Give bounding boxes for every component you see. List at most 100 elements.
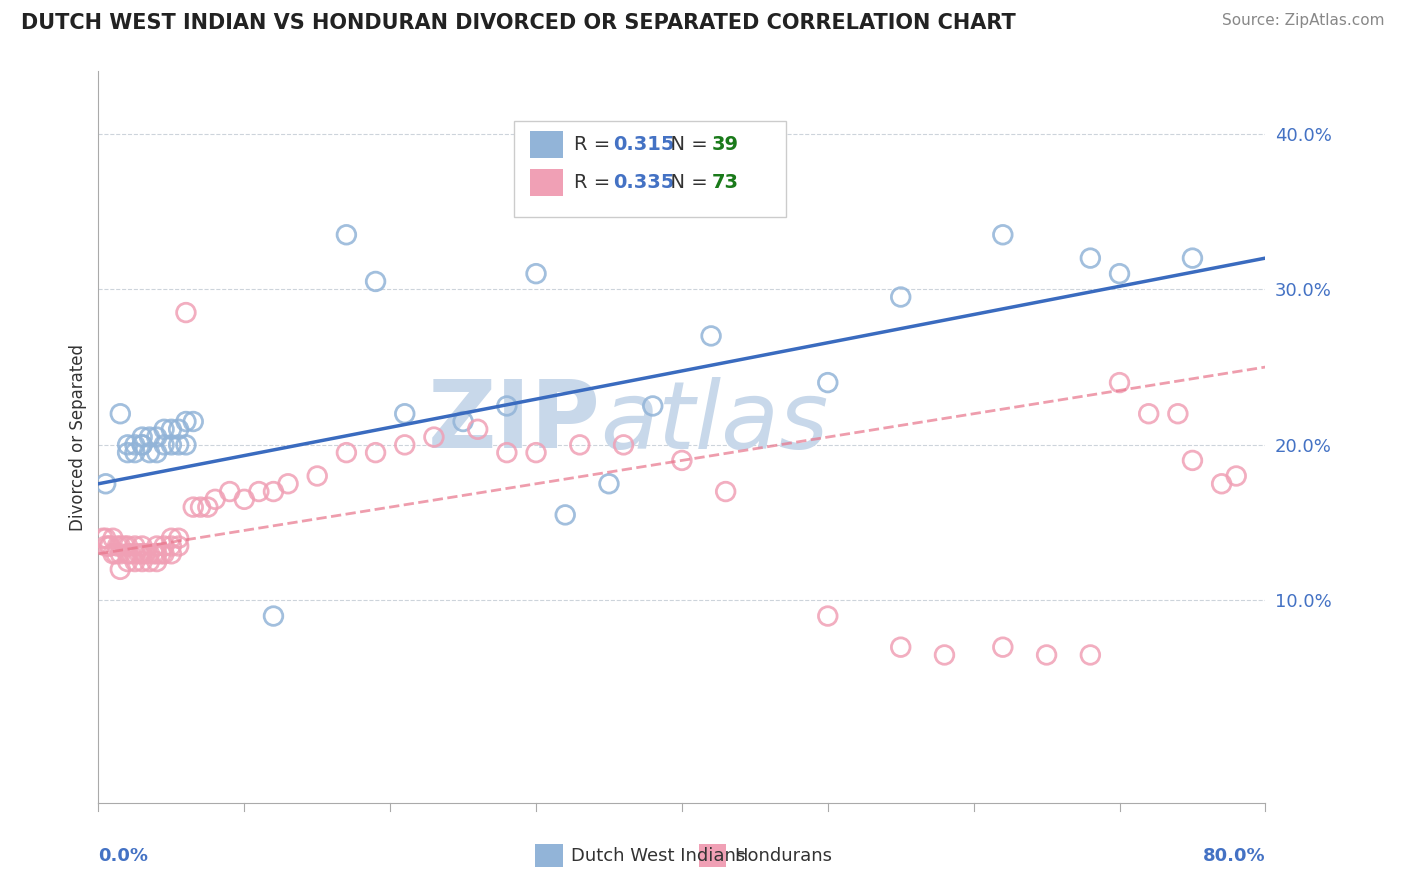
Point (335, 445, 357, 459)
Point (700, 329, 723, 343)
Text: 0.315: 0.315 (613, 136, 675, 154)
Point (91, 531, 114, 545)
Point (160, 531, 183, 545)
Point (671, 453, 693, 467)
Text: 80.0%: 80.0% (1202, 847, 1265, 864)
Point (423, 430, 446, 444)
Point (262, 609, 284, 624)
Point (138, 430, 160, 444)
Point (124, 539, 146, 553)
Text: R =: R = (574, 136, 616, 154)
Point (94, 531, 117, 545)
Point (146, 547, 169, 561)
Point (131, 547, 153, 561)
Point (1167, 407, 1189, 421)
Point (138, 547, 160, 561)
Text: 0.0%: 0.0% (98, 847, 149, 864)
Point (117, 438, 139, 452)
Text: DUTCH WEST INDIAN VS HONDURAN DIVORCED OR SEPARATED CORRELATION CHART: DUTCH WEST INDIAN VS HONDURAN DIVORCED O… (21, 13, 1017, 33)
Point (146, 555, 169, 569)
Point (1035, 648, 1057, 662)
Point (554, 508, 576, 522)
Point (262, 484, 284, 499)
Point (394, 438, 416, 452)
Point (1080, 251, 1102, 265)
Point (110, 562, 132, 576)
Point (174, 415, 197, 429)
Point (134, 547, 156, 561)
Text: 73: 73 (711, 173, 738, 192)
Point (991, 640, 1014, 655)
Point (117, 445, 139, 459)
Y-axis label: Divorced or Separated: Divorced or Separated (69, 343, 87, 531)
Point (160, 547, 183, 561)
Point (174, 305, 197, 319)
Text: 0.335: 0.335 (613, 173, 675, 192)
Point (160, 539, 183, 553)
Point (131, 438, 153, 452)
Point (1080, 648, 1102, 662)
Point (612, 438, 634, 452)
Point (128, 547, 150, 561)
Point (467, 422, 489, 436)
Text: Source: ZipAtlas.com: Source: ZipAtlas.com (1222, 13, 1385, 29)
Point (117, 539, 139, 553)
Point (277, 476, 299, 491)
Point (146, 445, 169, 459)
Point (146, 430, 169, 444)
Point (101, 547, 124, 561)
Point (233, 492, 256, 507)
Point (131, 430, 153, 444)
Point (167, 422, 190, 436)
Point (114, 539, 136, 553)
Point (890, 640, 912, 655)
Point (1108, 267, 1130, 281)
Text: atlas: atlas (600, 377, 828, 468)
Point (1137, 407, 1160, 421)
Point (110, 539, 132, 553)
Text: N =: N = (658, 136, 714, 154)
Point (197, 500, 219, 515)
Point (131, 555, 153, 569)
Point (117, 555, 139, 569)
Text: Hondurans: Hondurans (734, 847, 832, 864)
Point (568, 438, 591, 452)
Point (124, 445, 146, 459)
Point (934, 648, 956, 662)
Point (524, 267, 547, 281)
Point (174, 438, 197, 452)
Point (97, 539, 120, 553)
Point (160, 438, 183, 452)
Point (153, 539, 176, 553)
Text: Dutch West Indians: Dutch West Indians (571, 847, 745, 864)
Point (94, 539, 117, 553)
Point (335, 227, 357, 242)
Point (451, 415, 474, 429)
Text: ZIP: ZIP (427, 376, 600, 468)
Point (167, 438, 190, 452)
Point (1181, 453, 1204, 467)
Point (524, 445, 547, 459)
Point (117, 547, 139, 561)
Point (817, 609, 839, 624)
Point (153, 547, 176, 561)
Point (364, 445, 387, 459)
Point (167, 531, 190, 545)
Point (124, 555, 146, 569)
Point (641, 399, 664, 413)
Point (160, 422, 183, 436)
Point (153, 422, 176, 436)
Point (98, 539, 121, 553)
Point (190, 500, 212, 515)
Point (105, 539, 128, 553)
Point (1211, 476, 1233, 491)
Point (124, 547, 146, 561)
Point (991, 227, 1014, 242)
Point (181, 415, 204, 429)
Point (104, 547, 127, 561)
Point (138, 445, 160, 459)
Text: R =: R = (574, 173, 616, 192)
Point (394, 407, 416, 421)
Point (817, 376, 839, 390)
Point (94, 476, 117, 491)
